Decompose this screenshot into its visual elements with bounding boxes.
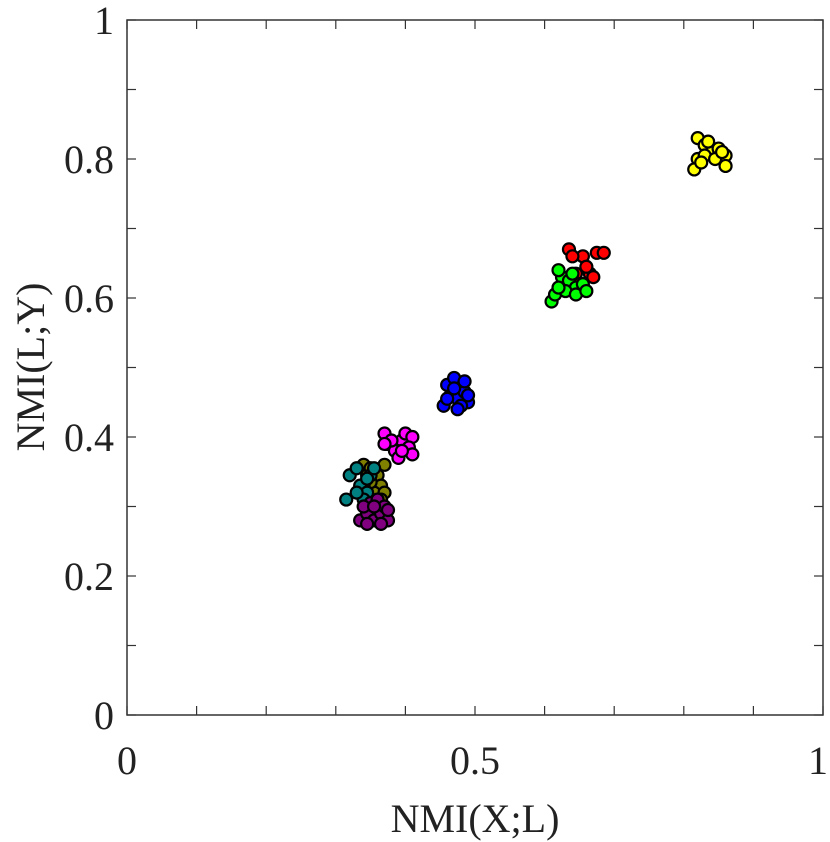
- x-tick-label: 0.5: [450, 738, 500, 783]
- data-points: [339, 131, 733, 531]
- y-axis-label: NMI(L;Y): [8, 283, 53, 452]
- data-point: [349, 461, 364, 476]
- data-point: [339, 492, 354, 507]
- data-point: [366, 461, 382, 476]
- data-point: [366, 499, 382, 514]
- axis-ticks: [126, 19, 824, 716]
- y-tick-label: 0.6: [64, 276, 114, 321]
- data-point: [360, 471, 375, 486]
- data-point: [565, 266, 580, 281]
- data-point: [457, 374, 472, 389]
- data-point: [380, 502, 396, 518]
- data-point: [360, 516, 375, 531]
- data-point: [596, 245, 611, 260]
- data-point: [579, 259, 594, 274]
- x-tick-label: 0: [117, 738, 137, 783]
- data-point: [440, 391, 455, 406]
- data-point: [579, 283, 594, 299]
- data-point: [586, 270, 601, 285]
- y-tick-label: 1: [94, 0, 114, 43]
- data-point: [714, 144, 730, 160]
- y-tick-label: 0.4: [64, 415, 114, 460]
- y-tick-label: 0: [94, 693, 114, 738]
- data-point: [349, 485, 364, 500]
- x-tick-label: 1: [808, 738, 828, 783]
- x-axis-label: NMI(X;L): [391, 796, 560, 841]
- data-point: [447, 381, 462, 396]
- data-point: [565, 249, 580, 264]
- data-point: [373, 516, 389, 531]
- data-point: [551, 263, 566, 278]
- plot-frame: [126, 19, 824, 716]
- data-point: [450, 402, 465, 417]
- data-point: [460, 388, 476, 403]
- data-point: [694, 155, 709, 170]
- data-point: [394, 443, 410, 458]
- data-point: [718, 158, 733, 174]
- y-tick-label: 0.8: [64, 137, 114, 182]
- y-tick-label: 0.2: [64, 554, 114, 599]
- data-point: [377, 436, 392, 452]
- data-point: [701, 134, 716, 149]
- tick-labels: 0 0.5 1 0 0.2 0.4 0.6 0.8 1: [64, 0, 828, 783]
- data-point: [551, 280, 566, 295]
